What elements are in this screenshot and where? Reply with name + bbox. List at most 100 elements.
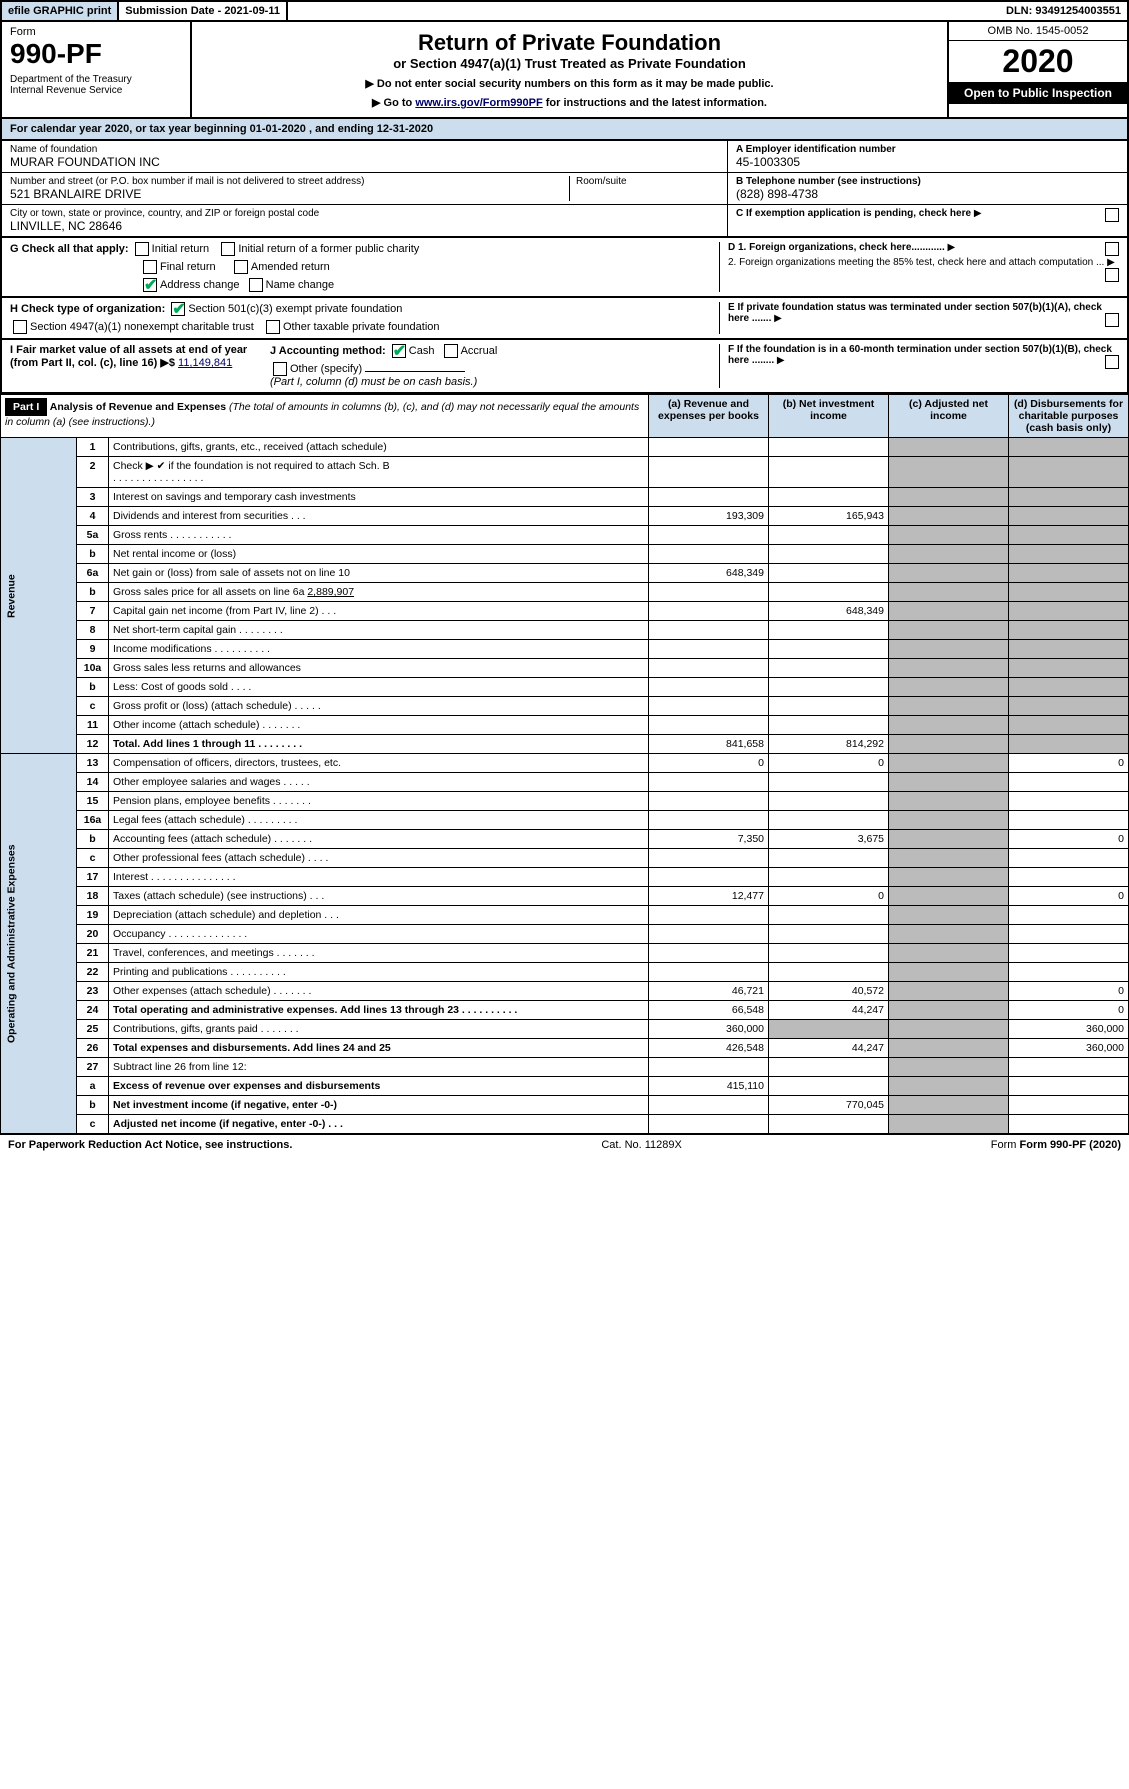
row-col-d — [1009, 868, 1129, 887]
row-col-a: 66,548 — [649, 1001, 769, 1020]
check-ij-row: I Fair market value of all assets at end… — [0, 340, 1129, 394]
row-col-c — [889, 438, 1009, 457]
header-right: OMB No. 1545-0052 2020 Open to Public In… — [947, 22, 1127, 117]
row-col-b: 648,349 — [769, 602, 889, 621]
col-c-header: (c) Adjusted net income — [889, 395, 1009, 438]
row-col-c — [889, 716, 1009, 735]
row-col-a: 360,000 — [649, 1020, 769, 1039]
row-col-a — [649, 583, 769, 602]
row-label: Travel, conferences, and meetings . . . … — [109, 944, 649, 963]
row-col-b — [769, 1115, 889, 1134]
row-num: 3 — [77, 488, 109, 507]
address-change-checkbox[interactable] — [143, 278, 157, 292]
j1: Cash — [409, 345, 435, 357]
row-col-c — [889, 1115, 1009, 1134]
h2: Section 4947(a)(1) nonexempt charitable … — [30, 321, 254, 333]
instr2-prefix: ▶ Go to — [372, 97, 415, 109]
501c3-checkbox[interactable] — [171, 302, 185, 316]
name-change-checkbox[interactable] — [249, 278, 263, 292]
table-row: 26Total expenses and disbursements. Add … — [1, 1039, 1129, 1058]
row-label: Income modifications . . . . . . . . . . — [109, 640, 649, 659]
row-col-d — [1009, 906, 1129, 925]
g1: Initial return — [152, 243, 209, 255]
row-num: 4 — [77, 507, 109, 526]
row-label: Net investment income (if negative, ente… — [109, 1096, 649, 1115]
row-num: c — [77, 697, 109, 716]
row-col-c — [889, 1077, 1009, 1096]
initial-return-public-checkbox[interactable] — [221, 242, 235, 256]
addr-label: Number and street (or P.O. box number if… — [10, 176, 569, 187]
row-col-b — [769, 773, 889, 792]
instr2-row: ▶ Go to www.irs.gov/Form990PF for instru… — [200, 96, 939, 109]
row-col-a — [649, 963, 769, 982]
exemption-checkbox[interactable] — [1105, 208, 1119, 222]
row-col-d — [1009, 507, 1129, 526]
row-num: 2 — [77, 457, 109, 488]
row-num: 5a — [77, 526, 109, 545]
row-col-d — [1009, 1115, 1129, 1134]
room-label: Room/suite — [576, 176, 719, 187]
initial-return-checkbox[interactable] — [135, 242, 149, 256]
d1-checkbox[interactable] — [1105, 242, 1119, 256]
exemption-cell: C If exemption application is pending, c… — [728, 205, 1127, 222]
check-d-right: D 1. Foreign organizations, check here..… — [719, 242, 1119, 292]
row-col-d — [1009, 659, 1129, 678]
row-col-c — [889, 659, 1009, 678]
row-col-d — [1009, 488, 1129, 507]
row-col-a — [649, 457, 769, 488]
row-label: Gross sales less returns and allowances — [109, 659, 649, 678]
row-col-c — [889, 640, 1009, 659]
amended-return-checkbox[interactable] — [234, 260, 248, 274]
row-col-a: 193,309 — [649, 507, 769, 526]
row-col-c — [889, 526, 1009, 545]
4947-checkbox[interactable] — [13, 320, 27, 334]
row-col-a — [649, 1096, 769, 1115]
row-label: Other income (attach schedule) . . . . .… — [109, 716, 649, 735]
submission-date: Submission Date - 2021-09-11 — [119, 2, 288, 20]
e-checkbox[interactable] — [1105, 313, 1119, 327]
f-checkbox[interactable] — [1105, 355, 1119, 369]
row-col-a: 426,548 — [649, 1039, 769, 1058]
d2-checkbox[interactable] — [1105, 268, 1119, 282]
other-method-checkbox[interactable] — [273, 362, 287, 376]
row-label: Check ▶ ✔ if the foundation is not requi… — [109, 457, 649, 488]
table-row: 15Pension plans, employee benefits . . .… — [1, 792, 1129, 811]
row-col-a — [649, 868, 769, 887]
check-e-right: E If private foundation status was termi… — [719, 302, 1119, 334]
final-return-checkbox[interactable] — [143, 260, 157, 274]
row-col-d — [1009, 621, 1129, 640]
row-col-a — [649, 438, 769, 457]
cash-checkbox[interactable] — [392, 344, 406, 358]
row-col-c — [889, 735, 1009, 754]
address: 521 BRANLAIRE DRIVE — [10, 187, 569, 201]
row-num: 12 — [77, 735, 109, 754]
row-col-b — [769, 564, 889, 583]
g-label: G Check all that apply: — [10, 243, 129, 255]
row-col-c — [889, 754, 1009, 773]
table-row: cGross profit or (loss) (attach schedule… — [1, 697, 1129, 716]
fmv-amount[interactable]: 11,149,841 — [178, 357, 232, 369]
row-col-a — [649, 849, 769, 868]
identification-block: Name of foundation MURAR FOUNDATION INC … — [0, 141, 1129, 238]
row-col-d — [1009, 564, 1129, 583]
foundation-name: MURAR FOUNDATION INC — [10, 155, 719, 169]
row-col-c — [889, 507, 1009, 526]
table-row: 27Subtract line 26 from line 12: — [1, 1058, 1129, 1077]
row-label: Other professional fees (attach schedule… — [109, 849, 649, 868]
row-col-a — [649, 1058, 769, 1077]
table-row: 3Interest on savings and temporary cash … — [1, 488, 1129, 507]
phone-label: B Telephone number (see instructions) — [736, 176, 1119, 187]
row-num: 22 — [77, 963, 109, 982]
row-label: Occupancy . . . . . . . . . . . . . . — [109, 925, 649, 944]
dln-label: DLN: 93491254003551 — [1000, 2, 1127, 20]
d2-label: 2. Foreign organizations meeting the 85%… — [728, 257, 1104, 268]
other-taxable-checkbox[interactable] — [266, 320, 280, 334]
accrual-checkbox[interactable] — [444, 344, 458, 358]
row-num: 20 — [77, 925, 109, 944]
row-col-c — [889, 697, 1009, 716]
form-number: 990-PF — [10, 38, 182, 70]
row-col-d — [1009, 678, 1129, 697]
row-col-b: 0 — [769, 887, 889, 906]
instr-link[interactable]: www.irs.gov/Form990PF — [415, 97, 542, 109]
table-row: 19Depreciation (attach schedule) and dep… — [1, 906, 1129, 925]
